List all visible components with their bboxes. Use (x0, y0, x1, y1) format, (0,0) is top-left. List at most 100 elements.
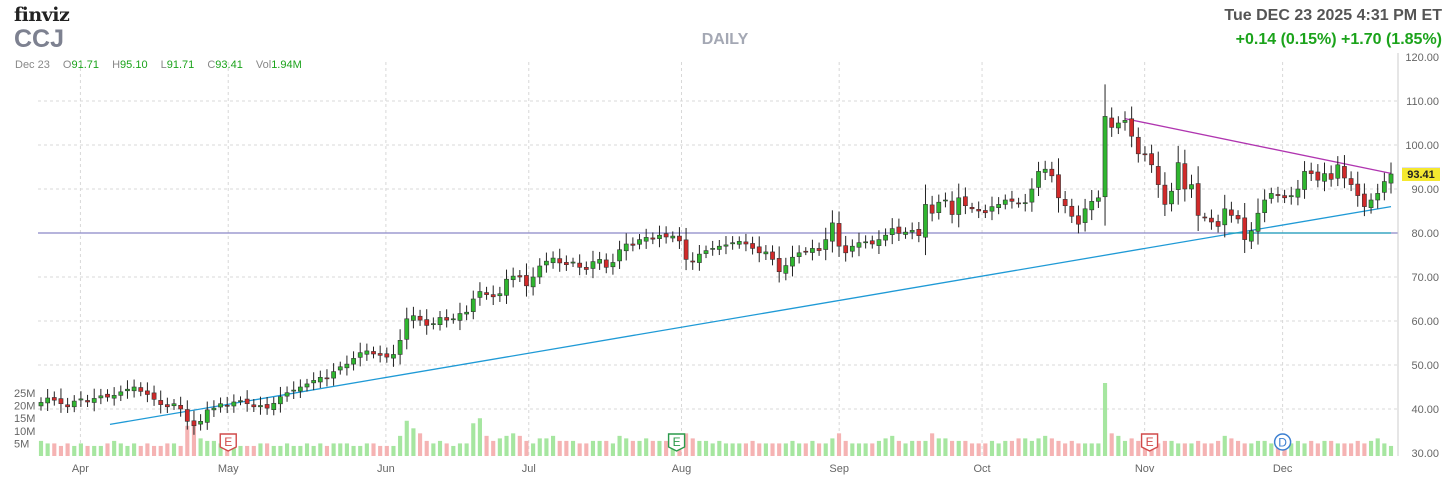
volume-bar (597, 440, 602, 456)
volume-bar (690, 438, 695, 456)
volume-bar (1262, 440, 1267, 456)
candle-body (278, 396, 283, 405)
volume-bar (384, 445, 389, 456)
candle-body (504, 278, 509, 296)
volume-bar (830, 438, 835, 456)
volume-bar (1242, 443, 1247, 456)
volume-bar (45, 443, 50, 456)
volume-bar (1216, 440, 1221, 456)
dividend-marker-label: D (1278, 436, 1287, 450)
volume-bar (398, 435, 403, 456)
candle-body (1348, 178, 1354, 185)
candle-body (650, 237, 656, 240)
volume-tick-label: 5M (14, 438, 29, 450)
candle-body (171, 403, 177, 407)
earnings-marker-icon (667, 433, 686, 452)
volume-bar (265, 443, 270, 456)
candle-body (1036, 171, 1041, 188)
candle-body (923, 204, 928, 238)
candle-body (776, 258, 782, 273)
candle-body (317, 377, 323, 383)
candle-body (750, 243, 755, 249)
volume-bar (544, 438, 549, 456)
candle-body (590, 261, 596, 269)
volume-bar (158, 445, 163, 456)
volume-bar (517, 435, 522, 456)
ticker-symbol: CCJ (14, 25, 65, 53)
low-label: L (160, 59, 167, 71)
candle-body (524, 275, 529, 287)
candle-body (1368, 199, 1374, 208)
finviz-logo[interactable]: finviz (14, 4, 70, 26)
candle-body (690, 260, 696, 263)
volume-bar (145, 443, 150, 456)
volume-bar (457, 443, 463, 456)
volume-bar (1049, 438, 1054, 456)
volume-bar (896, 440, 901, 456)
candle-body (1295, 188, 1301, 198)
candle-body (1175, 162, 1181, 190)
candle-body (1042, 168, 1048, 173)
volume-bar (664, 440, 669, 456)
volume-bar (584, 443, 589, 456)
volume-bar (797, 443, 802, 456)
candle-body (184, 409, 190, 422)
candle-body (743, 241, 749, 245)
volume-bar (191, 420, 197, 456)
open-label: O (62, 59, 72, 71)
earnings-marker-label: E (1146, 435, 1154, 449)
trendline (109, 205, 1392, 426)
open-value: 91.71 (71, 59, 100, 71)
date-tick-label: Dec (1273, 463, 1293, 475)
volume-bar (1289, 443, 1294, 456)
candle-body (357, 352, 363, 358)
candle-body (364, 350, 370, 355)
volume-bar (205, 440, 210, 456)
volume-bar (105, 443, 110, 456)
candle-body (756, 246, 762, 254)
volume-bar (1056, 440, 1061, 456)
candle-body (1049, 168, 1055, 177)
volume-bar (843, 440, 848, 456)
volume-bar (730, 443, 735, 456)
candle-body (138, 387, 144, 392)
candle-body (457, 313, 463, 321)
volume-bar (930, 433, 935, 456)
volume-bar (637, 440, 642, 456)
chart-period[interactable]: DAILY (701, 31, 749, 48)
candle-body (204, 409, 210, 423)
volume-bar (1189, 443, 1194, 456)
candle-body (790, 256, 795, 267)
volume-bar (284, 443, 290, 456)
volume-bar (803, 443, 808, 456)
candle-body (1069, 205, 1075, 217)
candle-body (710, 248, 716, 250)
date-tick-label: Oct (973, 463, 990, 475)
volume-bar (411, 428, 416, 456)
earnings-marker-icon (1140, 433, 1159, 452)
volume-bar (198, 438, 203, 456)
volume-bar (1202, 443, 1207, 456)
candle-body (464, 311, 469, 315)
volume-bar (783, 443, 788, 456)
candle-body (78, 398, 84, 401)
volume-bar (817, 443, 822, 456)
trendlines (38, 117, 1398, 426)
candle-body (1255, 212, 1261, 232)
volume-bar (404, 420, 409, 456)
candle-body (377, 353, 383, 356)
volume-bar (165, 443, 170, 456)
date-axis: Apr May Jun Jul Aug Sep Oct Nov Dec (72, 463, 1293, 475)
volume-bar (98, 445, 103, 456)
candle-body (1182, 163, 1188, 190)
volume-tick-label: 10M (14, 426, 35, 438)
volume-bar (1122, 440, 1128, 456)
candle-body (224, 405, 230, 407)
candle-body (145, 390, 150, 395)
volume-bar (118, 443, 123, 456)
volume-bar (78, 443, 83, 456)
date-tick-label: Jul (522, 463, 536, 475)
candle-body (297, 386, 303, 392)
candle-body (836, 223, 842, 247)
